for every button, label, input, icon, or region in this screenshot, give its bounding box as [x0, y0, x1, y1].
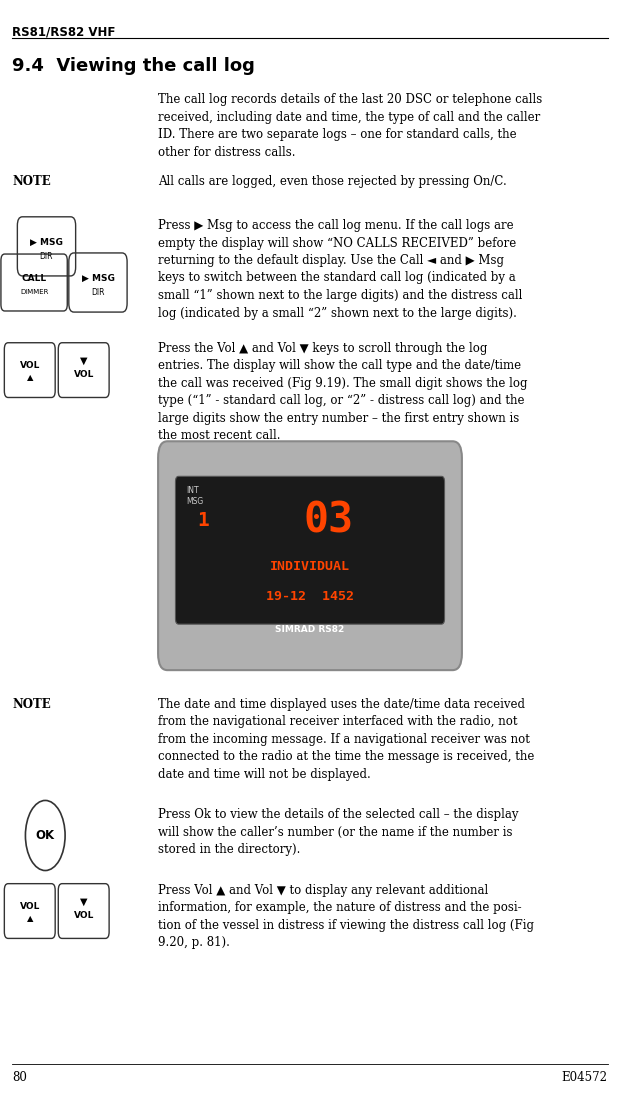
- Text: ▲: ▲: [27, 914, 33, 923]
- Text: 80: 80: [12, 1071, 27, 1084]
- Text: The call log records details of the last 20 DSC or telephone calls
received, inc: The call log records details of the last…: [158, 93, 542, 159]
- FancyBboxPatch shape: [175, 476, 445, 624]
- Text: Press Ok to view the details of the selected call – the display
will show the ca: Press Ok to view the details of the sele…: [158, 808, 518, 856]
- Text: NOTE: NOTE: [12, 175, 51, 188]
- Text: Press the Vol ▲ and Vol ▼ keys to scroll through the log
entries. The display wi: Press the Vol ▲ and Vol ▼ keys to scroll…: [158, 342, 528, 442]
- Text: 03: 03: [304, 499, 353, 541]
- Text: VOL: VOL: [20, 901, 40, 911]
- Text: E04572: E04572: [562, 1071, 608, 1084]
- Text: DIR: DIR: [91, 288, 105, 298]
- Text: ▶ MSG: ▶ MSG: [30, 238, 63, 246]
- FancyBboxPatch shape: [158, 441, 462, 670]
- Text: VOL: VOL: [74, 911, 94, 920]
- Text: Fig 9.19 - Viewing call log entry: Fig 9.19 - Viewing call log entry: [215, 657, 405, 670]
- Text: VOL: VOL: [20, 360, 40, 370]
- Text: VOL: VOL: [74, 370, 94, 379]
- Text: RS81/RS82 VHF: RS81/RS82 VHF: [12, 25, 116, 38]
- Text: DIR: DIR: [40, 252, 53, 262]
- Text: ▶ MSG: ▶ MSG: [81, 274, 115, 283]
- Text: ▼: ▼: [80, 897, 87, 907]
- Text: INDIVIDUAL: INDIVIDUAL: [270, 561, 350, 573]
- Text: CALL: CALL: [22, 274, 46, 283]
- Text: Press Vol ▲ and Vol ▼ to display any relevant additional
information, for exampl: Press Vol ▲ and Vol ▼ to display any rel…: [158, 884, 534, 949]
- Text: All calls are logged, even those rejected by pressing On/C.: All calls are logged, even those rejecte…: [158, 175, 507, 188]
- Text: 1: 1: [198, 510, 209, 530]
- Text: NOTE: NOTE: [12, 698, 51, 711]
- Text: ▼: ▼: [80, 356, 87, 366]
- Text: Press ▶ Msg to access the call log menu. If the call logs are
empty the display : Press ▶ Msg to access the call log menu.…: [158, 219, 523, 320]
- Text: MSG: MSG: [186, 497, 203, 506]
- Text: The date and time displayed uses the date/time data received
from the navigation: The date and time displayed uses the dat…: [158, 698, 534, 781]
- Text: INT: INT: [186, 486, 198, 495]
- Text: SIMRAD RS82: SIMRAD RS82: [275, 625, 345, 634]
- Text: OK: OK: [36, 829, 55, 842]
- Text: 19-12  1452: 19-12 1452: [266, 590, 354, 603]
- Text: ▲: ▲: [27, 373, 33, 382]
- Text: DIMMER: DIMMER: [20, 289, 48, 296]
- Text: 9.4  Viewing the call log: 9.4 Viewing the call log: [12, 57, 255, 74]
